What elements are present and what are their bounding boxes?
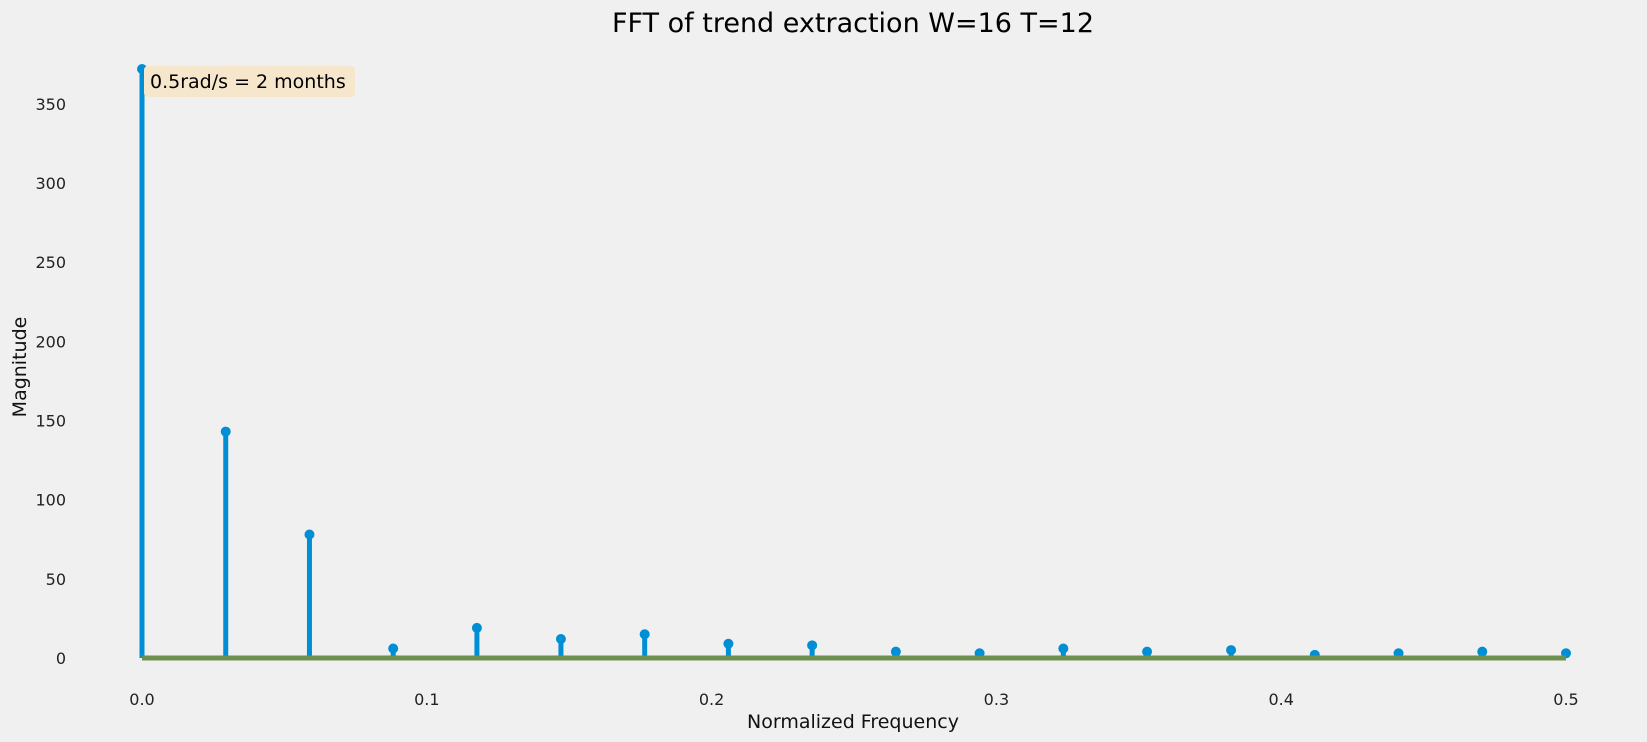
x-tick-label: 0.5 <box>1553 690 1578 709</box>
x-tick-label: 0.0 <box>129 690 154 709</box>
x-tick-label: 0.2 <box>699 690 724 709</box>
stem-marker <box>639 629 650 640</box>
x-tick-label: 0.3 <box>984 690 1009 709</box>
stem-marker <box>471 622 482 633</box>
stem-marker <box>304 529 315 540</box>
y-tick-label: 0 <box>56 649 66 668</box>
annotation-box: 0.5rad/s = 2 months <box>144 66 355 97</box>
stem-marker <box>220 426 231 437</box>
stem-marker <box>807 640 818 651</box>
stem-marker <box>723 638 734 649</box>
stem-marker <box>555 634 566 644</box>
y-tick-label: 100 <box>35 491 66 510</box>
x-tick-label: 0.1 <box>414 690 439 709</box>
x-axis-ticks: 0.0 0.1 0.2 0.3 0.4 0.5 <box>129 690 1578 709</box>
y-tick-label: 150 <box>35 412 66 431</box>
y-axis-ticks: 0 50 100 150 200 250 300 350 <box>35 95 66 668</box>
y-tick-label: 300 <box>35 174 66 193</box>
stem-series <box>137 64 1571 660</box>
y-tick-label: 350 <box>35 95 66 114</box>
stem-marker <box>890 646 901 657</box>
annotation-text: 0.5rad/s = 2 months <box>150 71 346 93</box>
y-tick-label: 200 <box>35 332 66 351</box>
annotation-background <box>144 66 355 97</box>
x-tick-label: 0.4 <box>1268 690 1293 709</box>
stem-marker <box>388 643 399 654</box>
y-tick-label: 250 <box>35 253 66 272</box>
stem-marker <box>1058 643 1069 654</box>
y-axis-label: Magnitude <box>9 317 31 418</box>
stem-marker <box>1226 645 1237 656</box>
chart-title: FFT of trend extraction W=16 T=12 <box>612 8 1094 39</box>
y-tick-label: 50 <box>46 570 66 589</box>
x-axis-label: Normalized Frequency <box>747 711 959 733</box>
stem-marker <box>1477 646 1488 657</box>
stem-marker <box>1142 646 1153 657</box>
